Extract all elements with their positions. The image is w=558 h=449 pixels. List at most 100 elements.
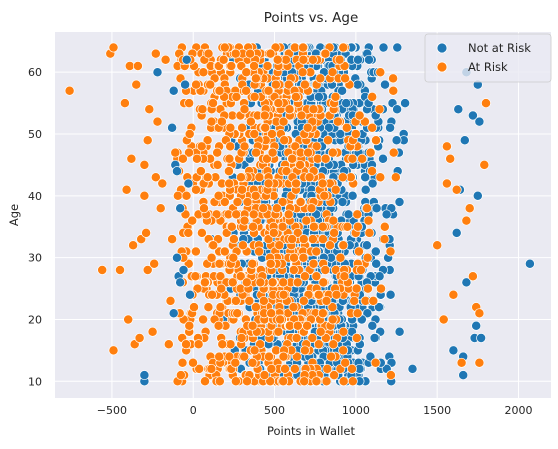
data-point-at-risk	[328, 215, 339, 226]
data-point-at-risk	[216, 116, 227, 127]
data-point-at-risk	[474, 357, 485, 368]
data-point-at-risk	[175, 370, 186, 381]
data-point-at-risk	[241, 85, 252, 96]
data-point-at-risk	[212, 147, 223, 158]
data-point-at-risk	[202, 172, 213, 183]
y-tick-label: 30	[28, 252, 42, 265]
data-point-at-risk	[327, 302, 338, 313]
data-point-at-risk	[347, 153, 358, 164]
data-point-at-risk	[141, 227, 152, 238]
data-point-at-risk	[364, 227, 375, 238]
data-point-at-risk	[281, 166, 292, 177]
data-point-at-risk	[200, 376, 210, 387]
data-point-at-risk	[250, 302, 261, 313]
data-point-not-at-risk	[472, 190, 483, 201]
x-tick-label: 500	[264, 404, 285, 417]
data-point-at-risk	[464, 203, 475, 214]
data-point-not-at-risk	[392, 104, 403, 115]
data-point-at-risk	[271, 203, 282, 214]
data-point-at-risk	[321, 376, 332, 387]
data-point-at-risk	[126, 153, 137, 164]
data-point-not-at-risk	[367, 178, 378, 189]
data-point-at-risk	[347, 363, 357, 374]
data-point-at-risk	[227, 277, 238, 288]
data-point-at-risk	[297, 67, 308, 78]
data-point-not-at-risk	[392, 42, 403, 53]
data-point-at-risk	[321, 295, 332, 306]
data-point-at-risk	[232, 197, 243, 207]
data-point-not-at-risk	[448, 345, 459, 356]
data-point-at-risk	[236, 333, 247, 343]
data-point-at-risk	[170, 147, 181, 158]
x-tick-label: 2000	[504, 404, 532, 417]
data-point-at-risk	[441, 178, 452, 189]
data-point-at-risk	[265, 376, 276, 387]
data-point-at-risk	[249, 345, 260, 356]
data-point-at-risk	[303, 147, 314, 158]
data-point-at-risk	[379, 234, 390, 245]
data-point-at-risk	[248, 209, 259, 220]
data-point-at-risk	[325, 240, 335, 251]
data-point-not-at-risk	[378, 153, 388, 164]
data-point-at-risk	[226, 221, 237, 232]
data-point-at-risk	[263, 178, 274, 189]
data-point-at-risk	[299, 271, 310, 282]
data-point-at-risk	[247, 357, 258, 368]
data-point-not-at-risk	[168, 85, 179, 96]
data-point-at-risk	[142, 265, 153, 275]
data-point-at-risk	[206, 116, 217, 127]
data-point-at-risk	[163, 339, 174, 350]
data-point-at-risk	[225, 339, 236, 350]
data-point-at-risk	[149, 258, 160, 269]
data-point-not-at-risk	[459, 135, 470, 146]
data-point-at-risk	[193, 339, 204, 350]
data-point-at-risk	[307, 333, 318, 343]
data-point-at-risk	[217, 339, 228, 350]
data-point-at-risk	[376, 283, 386, 294]
data-point-not-at-risk	[152, 67, 163, 78]
data-point-at-risk	[184, 320, 195, 331]
data-point-at-risk	[214, 376, 225, 387]
data-point-at-risk	[237, 240, 248, 251]
data-point-at-risk	[315, 326, 326, 337]
data-point-at-risk	[283, 209, 294, 220]
legend-label-not-at-risk: Not at Risk	[468, 41, 531, 55]
data-point-at-risk	[262, 61, 273, 71]
data-point-at-risk	[277, 197, 288, 207]
data-point-at-risk	[327, 314, 338, 325]
data-point-at-risk	[272, 54, 283, 65]
data-point-at-risk	[177, 153, 188, 164]
data-point-not-at-risk	[524, 258, 535, 269]
data-point-at-risk	[177, 357, 188, 368]
data-point-at-risk	[350, 129, 361, 139]
data-point-at-risk	[317, 234, 328, 245]
data-point-at-risk	[302, 320, 313, 331]
data-point-at-risk	[371, 135, 381, 146]
data-point-at-risk	[319, 190, 330, 201]
data-point-at-risk	[289, 42, 300, 53]
y-tick-label: 50	[28, 128, 42, 141]
data-point-at-risk	[165, 295, 176, 306]
data-point-at-risk	[335, 252, 346, 263]
data-point-at-risk	[254, 172, 265, 183]
data-point-at-risk	[328, 339, 339, 350]
data-point-at-risk	[187, 215, 198, 226]
y-tick-label: 10	[28, 375, 42, 388]
data-point-at-risk	[255, 339, 266, 350]
data-point-not-at-risk	[471, 320, 482, 331]
data-point-at-risk	[299, 79, 310, 90]
data-point-at-risk	[255, 277, 266, 288]
data-point-not-at-risk	[175, 277, 186, 288]
data-point-at-risk	[317, 308, 328, 319]
data-point-at-risk	[456, 357, 467, 368]
data-point-at-risk	[236, 172, 246, 183]
data-point-at-risk	[203, 302, 214, 313]
data-point-at-risk	[347, 376, 358, 387]
data-point-at-risk	[362, 203, 372, 214]
data-point-at-risk	[308, 104, 319, 115]
data-point-at-risk	[295, 159, 306, 170]
data-point-at-risk	[385, 246, 396, 257]
data-point-at-risk	[190, 246, 201, 257]
data-point-at-risk	[199, 277, 210, 288]
